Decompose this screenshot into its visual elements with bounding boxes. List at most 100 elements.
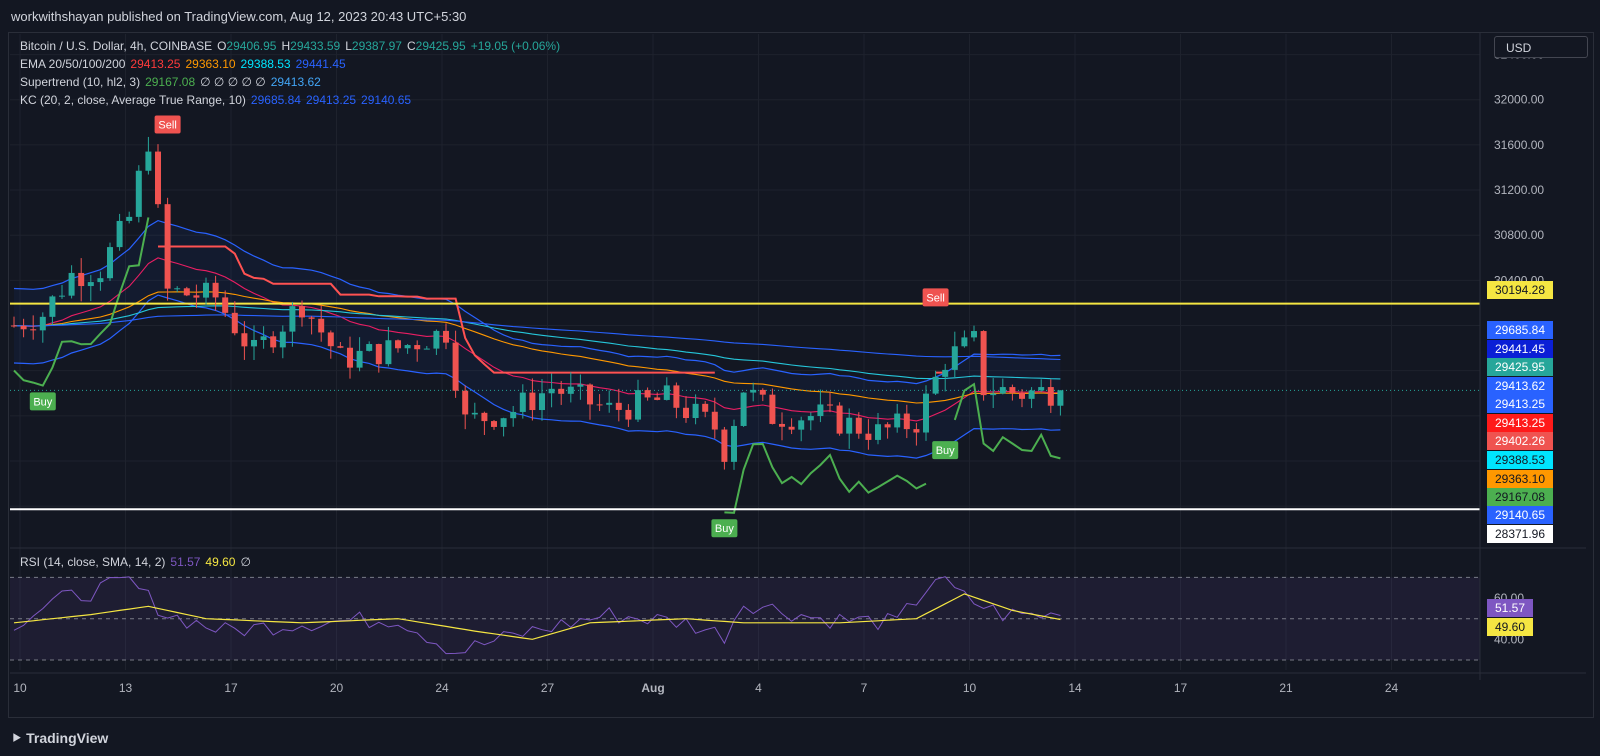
candle-body[interactable] [1047, 387, 1054, 406]
candle-body[interactable] [260, 336, 267, 340]
candle-body[interactable] [414, 345, 421, 350]
candle-body[interactable] [279, 331, 286, 348]
candle-body[interactable] [20, 325, 27, 330]
candle-body[interactable] [1009, 387, 1016, 393]
candle-body[interactable] [779, 423, 785, 427]
candle-body[interactable] [193, 295, 200, 298]
candle-body[interactable] [980, 331, 987, 396]
candle-body[interactable] [596, 404, 603, 406]
currency-button[interactable]: USD [1494, 36, 1588, 58]
candle-body[interactable] [836, 405, 843, 434]
candle-body[interactable] [443, 330, 449, 343]
candle-body[interactable] [97, 278, 104, 283]
candle-body[interactable] [299, 306, 305, 318]
tradingview-logo[interactable]: ⯈ TradingView [11, 730, 108, 747]
candle-body[interactable] [759, 389, 766, 395]
candle-body[interactable] [452, 342, 459, 391]
candle-body[interactable] [385, 340, 392, 365]
candle-body[interactable] [999, 387, 1006, 394]
candle-body[interactable] [491, 421, 497, 427]
candle-body[interactable] [971, 331, 977, 338]
candle-body[interactable] [183, 288, 190, 296]
candle-body[interactable] [423, 348, 430, 350]
candle-body[interactable] [356, 350, 363, 368]
legend-supertrend-row[interactable]: Supertrend (10, hl2, 3) 29167.08 ∅ ∅ ∅ ∅ ∅… [20, 75, 326, 89]
candle-body[interactable] [702, 403, 709, 412]
candle-body[interactable] [433, 330, 440, 349]
candle-body[interactable] [145, 151, 152, 171]
candle-body[interactable] [663, 385, 670, 400]
candle-body[interactable] [327, 332, 334, 347]
candle-body[interactable] [711, 411, 718, 430]
candle-body[interactable] [116, 220, 123, 248]
candle-body[interactable] [49, 296, 56, 317]
legend-rsi-row[interactable]: RSI (14, close, SMA, 14, 2) 51.57 49.60 ∅ [20, 555, 256, 569]
candle-body[interactable] [865, 433, 872, 440]
candle-body[interactable] [481, 412, 488, 422]
candle-body[interactable] [769, 394, 776, 424]
candle-body[interactable] [203, 282, 209, 298]
candle-body[interactable] [395, 340, 401, 349]
candle-body[interactable] [548, 388, 555, 394]
candle-body[interactable] [107, 247, 113, 279]
candle-body[interactable] [721, 429, 728, 462]
candle-body[interactable] [155, 151, 161, 205]
candle-body[interactable] [529, 392, 536, 411]
candle-body[interactable] [1028, 390, 1035, 399]
candle-body[interactable] [913, 429, 920, 433]
candle-body[interactable] [644, 390, 651, 398]
candle-body[interactable] [68, 272, 75, 296]
candle-body[interactable] [87, 282, 94, 287]
candle-body[interactable] [635, 390, 641, 420]
candle-body[interactable] [222, 297, 229, 313]
candle-body[interactable] [951, 346, 958, 370]
candle-body[interactable] [366, 344, 373, 351]
candle-body[interactable] [462, 390, 469, 415]
candle-body[interactable] [500, 418, 507, 427]
candle-body[interactable] [558, 388, 565, 394]
legend-ema-row[interactable]: EMA 20/50/100/200 29413.25 29363.10 29388.5… [20, 57, 351, 71]
candle-body[interactable] [174, 288, 181, 290]
candle-body[interactable] [126, 216, 133, 221]
candle-body[interactable] [39, 316, 46, 331]
candle-body[interactable] [587, 384, 593, 405]
candle-body[interactable] [1019, 392, 1025, 399]
candle-body[interactable] [212, 282, 219, 298]
candle-body[interactable] [231, 312, 238, 334]
candle-body[interactable] [692, 403, 699, 419]
candle-body[interactable] [135, 170, 142, 217]
candle-body[interactable] [827, 404, 833, 406]
candle-body[interactable] [318, 318, 325, 333]
candle-body[interactable] [30, 329, 37, 331]
horizontal-levels[interactable] [10, 302, 1480, 511]
candle-body[interactable] [961, 337, 968, 347]
legend-kc-row[interactable]: KC (20, 2, close, Average True Range, 10… [20, 93, 416, 107]
candle-body[interactable] [1038, 387, 1045, 391]
candle-body[interactable] [625, 409, 632, 420]
candle-body[interactable] [654, 397, 661, 400]
candle-body[interactable] [539, 393, 545, 411]
candle-body[interactable] [347, 347, 353, 368]
candle-body[interactable] [875, 424, 881, 440]
candle-body[interactable] [740, 392, 747, 426]
candle-body[interactable] [404, 345, 411, 349]
candle-body[interactable] [807, 416, 814, 421]
candle-body[interactable] [471, 412, 478, 415]
candle-body[interactable] [990, 393, 997, 396]
candle-body[interactable] [884, 424, 891, 428]
candle-body[interactable] [846, 417, 853, 434]
candle-body[interactable] [337, 346, 344, 348]
candle-body[interactable] [78, 272, 85, 287]
candle-body[interactable] [308, 317, 315, 319]
candle-body[interactable] [673, 385, 680, 408]
candle-body[interactable] [375, 344, 382, 365]
candle-body[interactable] [59, 295, 65, 297]
candle-body[interactable] [932, 376, 939, 394]
candle-body[interactable] [788, 426, 795, 430]
candle-body[interactable] [942, 369, 949, 377]
candle-body[interactable] [241, 333, 248, 347]
candle-body[interactable] [817, 404, 824, 417]
candle-body[interactable] [289, 306, 296, 332]
candle-body[interactable] [251, 339, 257, 347]
